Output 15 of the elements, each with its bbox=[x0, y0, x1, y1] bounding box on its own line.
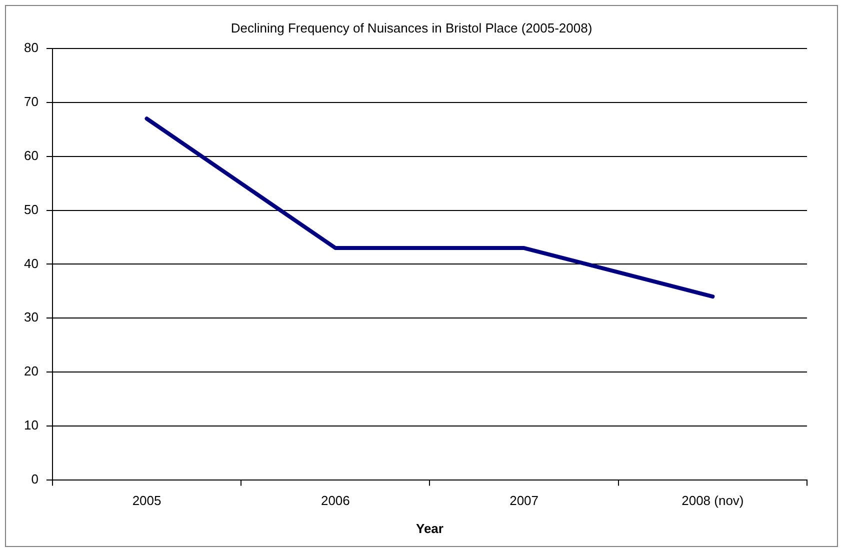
y-tick-label: 0 bbox=[31, 471, 38, 486]
x-tick-label: 2006 bbox=[320, 493, 350, 508]
y-tick-label: 10 bbox=[24, 417, 38, 432]
y-tick-label: 20 bbox=[24, 364, 38, 379]
y-tick-label: 80 bbox=[24, 40, 38, 56]
y-tick-label: 50 bbox=[24, 202, 38, 217]
x-axis-title: Year bbox=[416, 520, 444, 536]
chart-title: Declining Frequency of Nuisances in Bristol Place (2005-2008) bbox=[230, 20, 592, 36]
y-tick-label: 60 bbox=[24, 148, 38, 163]
y-tick-label: 70 bbox=[24, 94, 38, 110]
x-tick-label: 2008 (nov) bbox=[682, 493, 744, 508]
x-tick-label: 2007 bbox=[510, 493, 539, 508]
y-tick-label: 40 bbox=[24, 256, 38, 271]
x-tick-label: 2005 bbox=[132, 493, 162, 508]
y-tick-label: 30 bbox=[24, 310, 38, 325]
